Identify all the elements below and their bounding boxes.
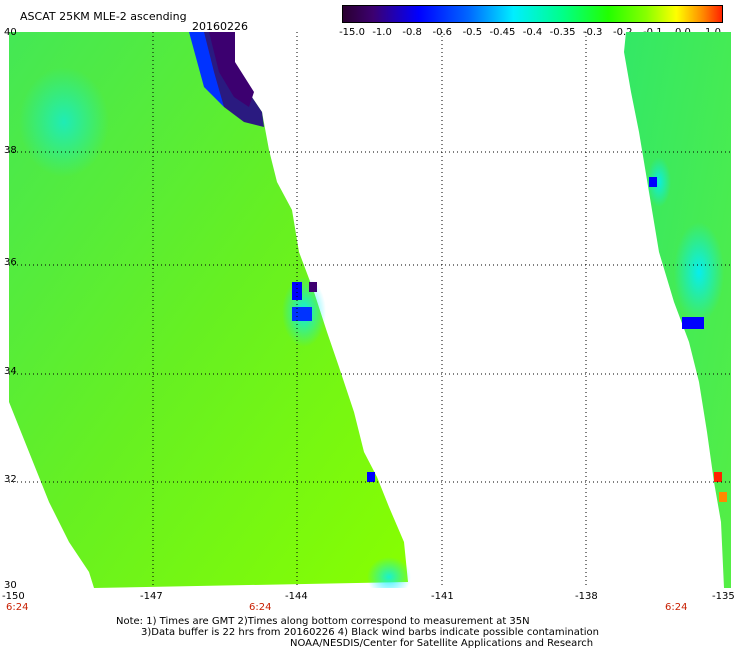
color-scale-label: -0.35 [549, 27, 576, 38]
left-swath [9, 32, 408, 588]
map-date: 20160226 [192, 20, 248, 33]
color-scale-label: -0.45 [489, 27, 516, 38]
lon-label-141: -141 [431, 591, 454, 602]
lon-label-138: -138 [575, 591, 598, 602]
lon-label-144: -144 [285, 591, 308, 602]
color-scale-label: -0.5 [462, 27, 483, 38]
lat-label-38: 38 [4, 145, 17, 156]
pass-time-right: 6:24 [665, 602, 688, 613]
color-scale-label: -0.4 [522, 27, 543, 38]
note-line-2: 3)Data buffer is 22 hrs from 20160226 4)… [141, 627, 599, 638]
lat-label-30: 30 [4, 580, 17, 591]
color-scale-label: -0.8 [402, 27, 422, 38]
note-line-3: NOAA/NESDIS/Center for Satellite Applica… [290, 638, 594, 649]
lat-label-32: 32 [4, 474, 17, 485]
lat-label-34: 34 [4, 366, 17, 377]
lon-label-135: -135 [712, 591, 735, 602]
lon-label-150: -150 [2, 591, 25, 602]
pass-time-left: 6:24 [6, 602, 29, 613]
note-line-1: Note: 1) Times are GMT 2)Times along bot… [116, 616, 530, 627]
graticule [9, 32, 731, 588]
pass-time-middle: 6:24 [249, 602, 272, 613]
lat-label-36: 36 [4, 257, 17, 268]
color-scale-bar [342, 5, 723, 23]
color-scale-label: -0.3 [582, 27, 603, 38]
lat-label-40: 40 [4, 27, 17, 38]
lon-label-147: -147 [140, 591, 163, 602]
color-scale-label: -1.0 [372, 27, 392, 38]
wind-map [9, 32, 731, 588]
map-title: ASCAT 25KM MLE-2 ascending [20, 10, 187, 23]
color-scale-label: -0.2 [612, 27, 633, 38]
color-scale-label: -15.0 [339, 27, 365, 38]
